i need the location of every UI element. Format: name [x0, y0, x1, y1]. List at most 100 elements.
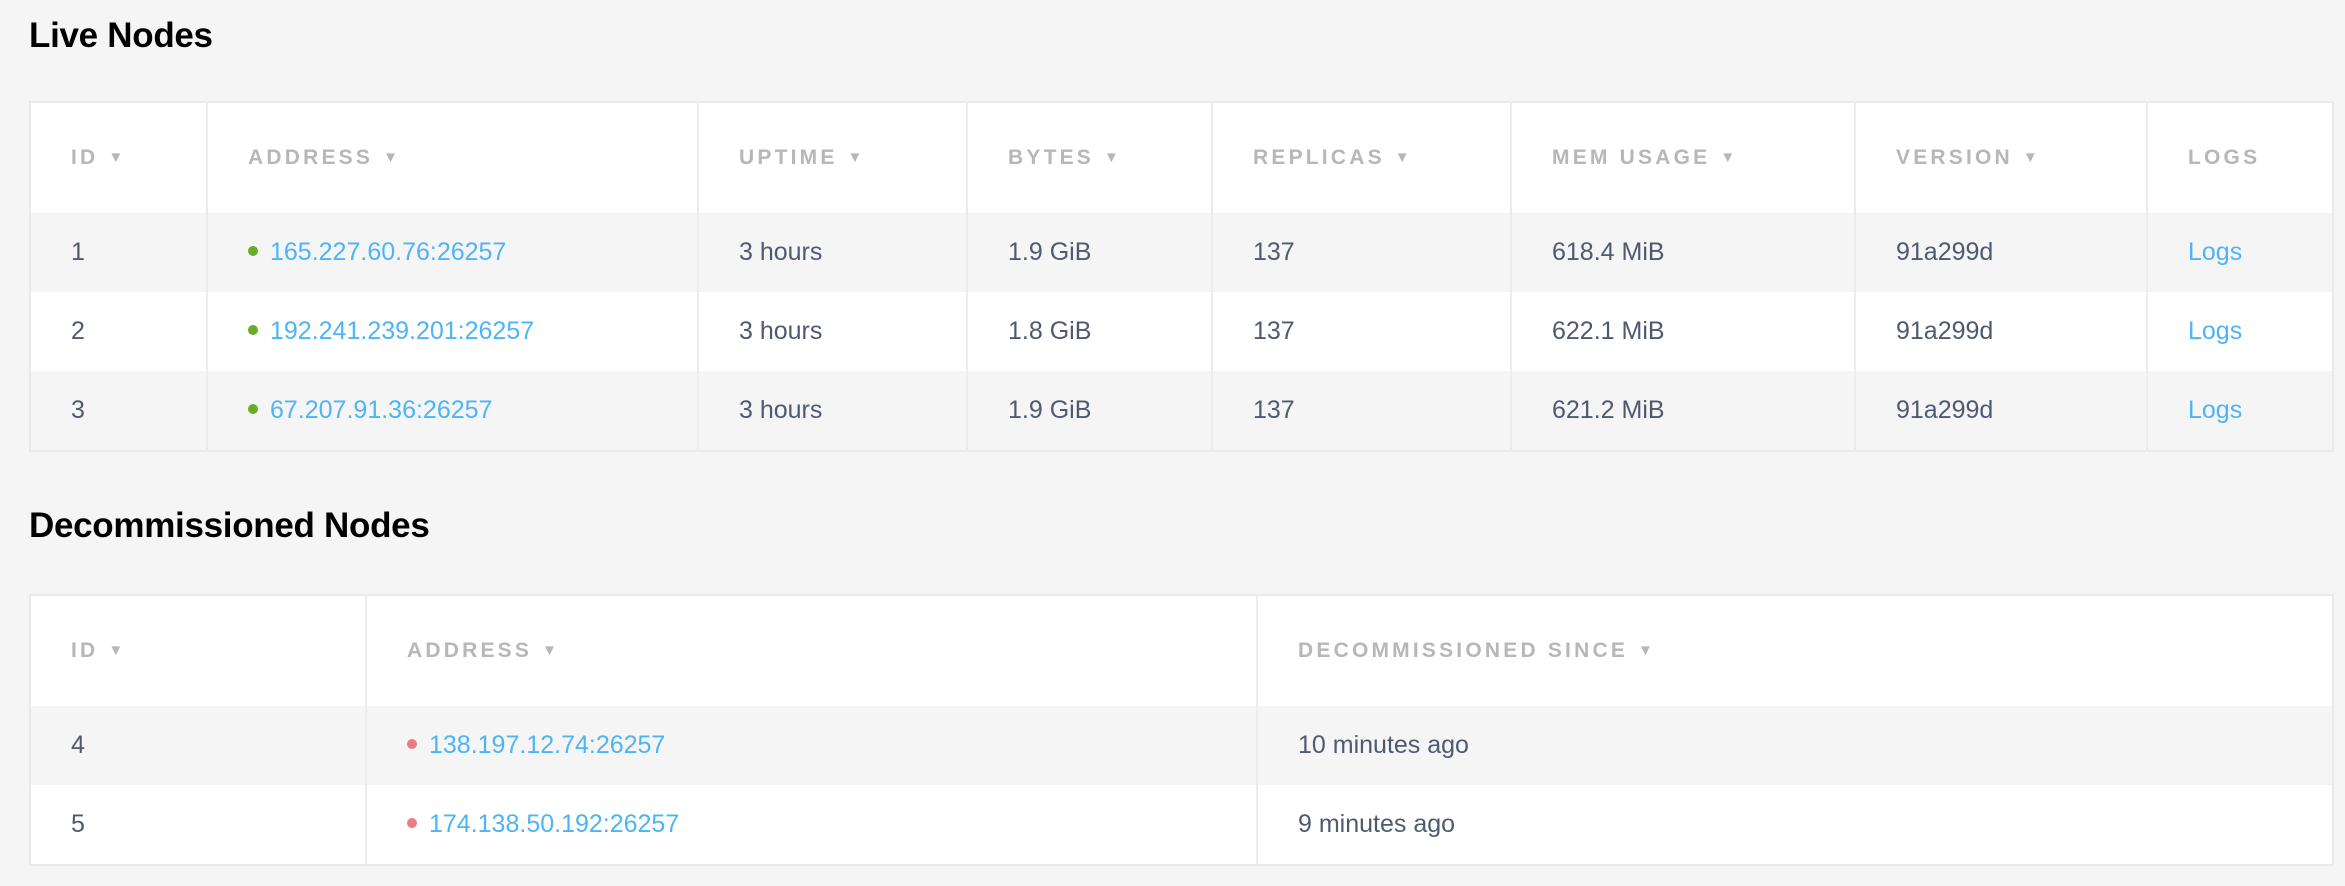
column-header-uptime[interactable]: UPTIME ▼ — [697, 102, 967, 213]
mem-usage-cell: 622.1 MiB — [1510, 292, 1855, 371]
node-address-link[interactable]: 138.197.12.74:26257 — [429, 731, 666, 759]
replicas: 137 — [1253, 238, 1295, 266]
sort-arrow-icon[interactable]: ▼ — [542, 642, 557, 659]
column-header-address[interactable]: ADDRESS ▼ — [206, 102, 698, 213]
column-header-address[interactable]: ADDRESS ▼ — [365, 595, 1257, 706]
logs-cell: Logs — [2146, 371, 2333, 451]
column-header-id[interactable]: ID ▼ — [30, 102, 207, 213]
sort-arrow-icon[interactable]: ▼ — [383, 149, 398, 166]
sort-arrow-icon[interactable]: ▼ — [108, 149, 124, 166]
node-address-cell: 138.197.12.74:26257 — [365, 706, 1257, 785]
decommissioned-nodes-title: Decommissioned Nodes — [29, 506, 430, 545]
sort-arrow-icon[interactable]: ▼ — [847, 149, 863, 166]
sort-arrow-icon[interactable]: ▼ — [2022, 149, 2038, 166]
version-cell: 91a299d — [1854, 371, 2147, 451]
node-id-cell: 3 — [30, 371, 207, 451]
mem-usage-cell: 621.2 MiB — [1510, 371, 1855, 451]
bytes: 1.9 GiB — [1008, 238, 1092, 266]
bytes-cell: 1.9 GiB — [966, 371, 1212, 451]
node-address-link[interactable]: 165.227.60.76:26257 — [270, 238, 507, 266]
node-id: 1 — [71, 238, 85, 266]
column-header-mem-usage[interactable]: MEM USAGE ▼ — [1510, 102, 1855, 213]
table-row: 1 165.227.60.76:26257 3 hours 1.9 GiB 137 618… — [30, 213, 2333, 292]
column-header-bytes[interactable]: BYTES ▼ — [966, 102, 1212, 213]
decommissioned-since-cell: 10 minutes ago — [1256, 706, 2333, 785]
table-row: 3 67.207.91.36:26257 3 hours 1.9 GiB 137 621.… — [30, 371, 2333, 451]
uptime: 3 hours — [739, 238, 823, 266]
logs-link[interactable]: Logs — [2188, 238, 2243, 266]
logs-link[interactable]: Logs — [2188, 396, 2243, 424]
replicas-cell: 137 — [1211, 213, 1511, 292]
column-header-id[interactable]: ID ▼ — [30, 595, 366, 706]
version: 91a299d — [1896, 396, 1994, 424]
bytes-cell: 1.8 GiB — [966, 292, 1212, 371]
live-nodes-title: Live Nodes — [29, 16, 213, 55]
node-address-cell: 192.241.239.201:26257 — [206, 292, 698, 371]
node-id-cell: 2 — [30, 292, 207, 371]
node-address-link[interactable]: 174.138.50.192:26257 — [429, 810, 680, 838]
logs-link[interactable]: Logs — [2188, 317, 2243, 345]
node-id-cell: 1 — [30, 213, 207, 292]
logs-cell: Logs — [2146, 292, 2333, 371]
uptime: 3 hours — [739, 317, 823, 345]
sort-arrow-icon[interactable]: ▼ — [1720, 149, 1736, 166]
decommissioned-since: 10 minutes ago — [1298, 731, 1469, 759]
sort-arrow-icon[interactable]: ▼ — [1104, 149, 1119, 166]
table-row: 4 138.197.12.74:26257 10 minutes ago — [30, 706, 2333, 785]
node-id: 5 — [71, 810, 85, 838]
uptime-cell: 3 hours — [697, 292, 967, 371]
live-nodes-table: ID ▼ ADDRESS ▼ UPTIME ▼ BYTES ▼ REPLICAS ▼ MEM USA… — [29, 101, 2334, 452]
column-header-logs: LOGS — [2146, 102, 2333, 213]
table-row: 2 192.241.239.201:26257 3 hours 1.8 GiB 137 6… — [30, 292, 2333, 371]
column-header-label: BYTES — [1008, 146, 1095, 169]
column-header-replicas[interactable]: REPLICAS ▼ — [1211, 102, 1511, 213]
node-id: 4 — [71, 731, 85, 759]
status-dot-icon — [407, 739, 417, 750]
node-id-cell: 4 — [30, 706, 366, 785]
uptime-cell: 3 hours — [697, 213, 967, 292]
node-id-cell: 5 — [30, 785, 366, 865]
decommissioned-nodes-table: ID ▼ ADDRESS ▼ DECOMMISSIONED SINCE ▼ 4 138.19… — [29, 594, 2334, 866]
node-address-link[interactable]: 67.207.91.36:26257 — [270, 396, 493, 424]
column-header-label: ADDRESS — [248, 146, 374, 169]
column-header-label: LOGS — [2188, 146, 2261, 169]
mem-usage: 618.4 MiB — [1552, 238, 1665, 266]
status-dot-icon — [248, 404, 258, 415]
version-cell: 91a299d — [1854, 292, 2147, 371]
replicas: 137 — [1253, 396, 1295, 424]
column-header-label: MEM USAGE — [1552, 146, 1711, 169]
table-row: 5 174.138.50.192:26257 9 minutes ago — [30, 785, 2333, 865]
column-header-label: UPTIME — [739, 146, 838, 169]
node-address-cell: 67.207.91.36:26257 — [206, 371, 698, 451]
status-dot-icon — [248, 325, 258, 336]
node-address-cell: 174.138.50.192:26257 — [365, 785, 1257, 865]
logs-cell: Logs — [2146, 213, 2333, 292]
uptime-cell: 3 hours — [697, 371, 967, 451]
replicas-cell: 137 — [1211, 371, 1511, 451]
sort-arrow-icon[interactable]: ▼ — [108, 642, 124, 659]
decommissioned-since: 9 minutes ago — [1298, 810, 1456, 838]
uptime: 3 hours — [739, 396, 823, 424]
table-header-row: ID ▼ ADDRESS ▼ DECOMMISSIONED SINCE ▼ — [30, 595, 2333, 706]
node-id: 2 — [71, 317, 85, 345]
sort-arrow-icon[interactable]: ▼ — [1638, 642, 1653, 659]
table-header-row: ID ▼ ADDRESS ▼ UPTIME ▼ BYTES ▼ REPLICAS ▼ MEM USA… — [30, 102, 2333, 213]
mem-usage: 621.2 MiB — [1552, 396, 1665, 424]
column-header-decommissioned-since[interactable]: DECOMMISSIONED SINCE ▼ — [1256, 595, 2333, 706]
sort-arrow-icon[interactable]: ▼ — [1394, 149, 1410, 166]
mem-usage-cell: 618.4 MiB — [1510, 213, 1855, 292]
bytes-cell: 1.9 GiB — [966, 213, 1212, 292]
node-id: 3 — [71, 396, 85, 424]
node-address-link[interactable]: 192.241.239.201:26257 — [270, 317, 535, 345]
column-header-label: VERSION — [1896, 146, 2013, 169]
column-header-label: DECOMMISSIONED SINCE — [1298, 639, 1629, 662]
decommissioned-since-cell: 9 minutes ago — [1256, 785, 2333, 865]
mem-usage: 622.1 MiB — [1552, 317, 1665, 345]
column-header-label: ID — [71, 146, 99, 169]
version-cell: 91a299d — [1854, 213, 2147, 292]
column-header-label: ID — [71, 639, 99, 662]
replicas: 137 — [1253, 317, 1295, 345]
bytes: 1.9 GiB — [1008, 396, 1092, 424]
column-header-label: ADDRESS — [407, 639, 533, 662]
column-header-version[interactable]: VERSION ▼ — [1854, 102, 2147, 213]
